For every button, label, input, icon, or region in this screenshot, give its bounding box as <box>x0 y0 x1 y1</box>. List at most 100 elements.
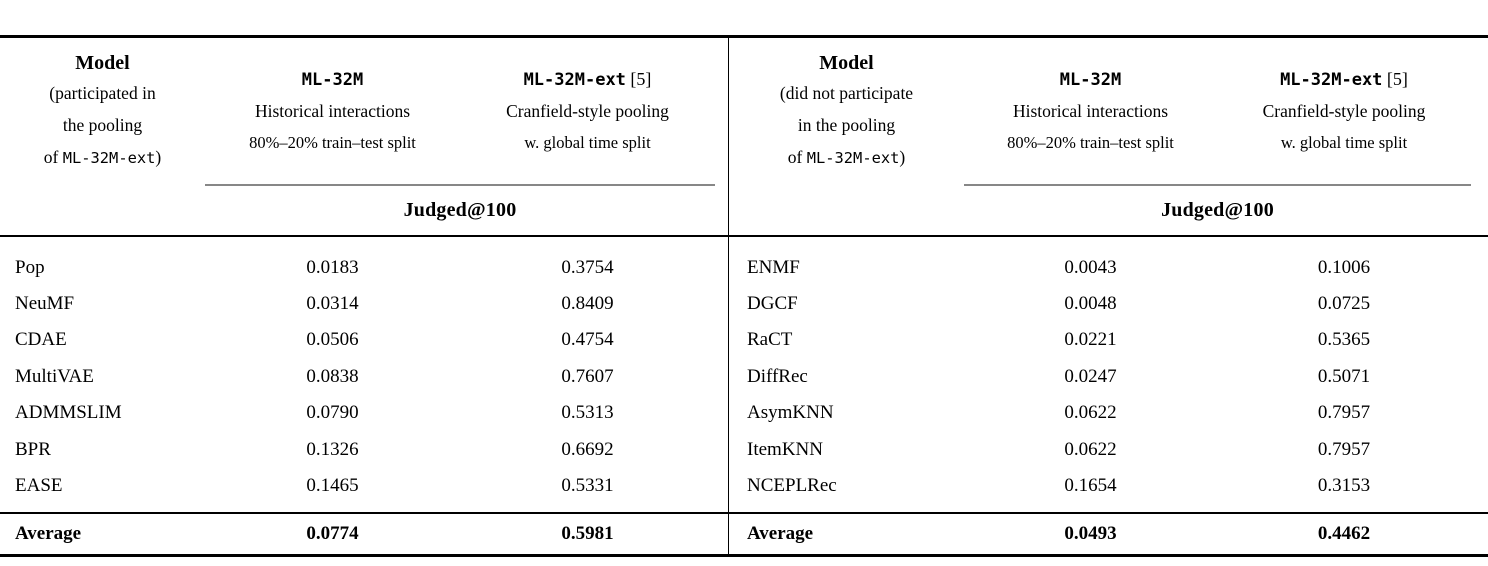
average-label: Average <box>15 523 82 545</box>
table-right-half: Model (did not participate in the poolin… <box>728 38 1488 555</box>
ml32m-value: 0.0221 <box>1064 329 1117 351</box>
left-model-column-header: Model (participated in the pooling of ML… <box>0 49 205 174</box>
ml32m-ext-value: 0.6692 <box>561 438 614 460</box>
ml32m-value: 0.1326 <box>306 438 359 460</box>
citation-ref: [5] <box>625 68 652 89</box>
model-name: BPR <box>15 438 51 460</box>
model-name: NCEPLRec <box>747 475 837 497</box>
ml32m-ext-value: 0.3153 <box>1317 475 1371 497</box>
citation-ref: [5] <box>1382 68 1408 89</box>
model-header-line3: of ML-32M-ext) <box>43 146 162 167</box>
table-row: RaCT 0.0221 0.5365 <box>729 322 1488 358</box>
left-metric-row: Judged@100 <box>0 186 728 235</box>
ml32m-value: 0.1654 <box>1064 475 1117 497</box>
model-name: DGCF <box>747 293 798 315</box>
model-name: NeuMF <box>15 293 75 315</box>
model-name: ItemKNN <box>747 438 823 460</box>
table-row: ADMMSLIM 0.0790 0.5313 <box>0 395 728 431</box>
dataset-name-inline: ML-32M-ext <box>62 148 156 167</box>
ml32m-ext-value: 0.5365 <box>1317 329 1371 351</box>
ml32m-ext-value: 0.5313 <box>561 402 614 424</box>
average-label: Average <box>747 523 814 545</box>
right-header-row: Model (did not participate in the poolin… <box>729 38 1488 184</box>
header-rule <box>729 235 1488 237</box>
model-header-line1: (participated in <box>49 82 156 103</box>
ml32m-ext-value: 0.1006 <box>1317 256 1371 278</box>
model-name: EASE <box>15 475 63 497</box>
dataset-desc-line1: Cranfield-style pooling <box>1262 100 1426 121</box>
dataset-name-inline: ML-32M-ext <box>806 148 900 167</box>
model-header-line3: of ML-32M-ext) <box>787 146 906 167</box>
ml32m-ext-value: 0.8409 <box>561 293 614 315</box>
left-body: Pop 0.0183 0.3754 NeuMF 0.0314 0.8409 CD… <box>0 237 728 513</box>
dataset-desc-line1: Historical interactions <box>1012 100 1169 121</box>
model-name: ENMF <box>747 256 800 278</box>
dataset-desc-line1: Historical interactions <box>254 100 411 121</box>
left-header-row: Model (participated in the pooling of ML… <box>0 38 728 184</box>
right-cmidrule-row <box>729 184 1488 186</box>
ml32m-value: 0.0790 <box>306 402 359 424</box>
dataset-name: ML-32M <box>301 69 364 90</box>
model-name: MultiVAE <box>15 365 94 387</box>
right-ml32m-column-header: ML-32M Historical interactions 80%–20% t… <box>964 64 1217 159</box>
right-model-column-header: Model (did not participate in the poolin… <box>729 49 964 174</box>
model-name: CDAE <box>15 329 67 351</box>
ml32m-ext-value: 0.5071 <box>1317 365 1371 387</box>
left-average-row: Average 0.0774 0.5981 <box>0 514 728 554</box>
right-ml32m-ext-column-header: ML-32M-ext [5] Cranfield-style pooling w… <box>1217 64 1471 159</box>
dataset-name: ML-32M <box>1059 69 1122 90</box>
table-row: MultiVAE 0.0838 0.7607 <box>0 359 728 395</box>
right-average-row: Average 0.0493 0.4462 <box>729 514 1488 554</box>
header-rule <box>0 235 728 237</box>
table-row: DGCF 0.0048 0.0725 <box>729 286 1488 322</box>
table-row: ItemKNN 0.0622 0.7957 <box>729 431 1488 467</box>
ml32m-ext-average-value: 0.4462 <box>1317 523 1371 545</box>
ml32m-average-value: 0.0774 <box>306 523 359 545</box>
right-metric-row: Judged@100 <box>729 186 1488 235</box>
ml32m-ext-value: 0.4754 <box>561 329 614 351</box>
ml32m-ext-value: 0.0725 <box>1317 293 1371 315</box>
left-ml32m-column-header: ML-32M Historical interactions 80%–20% t… <box>205 64 460 159</box>
dataset-desc-line2: w. global time split <box>524 132 651 152</box>
table-left-half: Model (participated in the pooling of ML… <box>0 38 728 554</box>
ml32m-value: 0.0506 <box>306 329 359 351</box>
right-body: ENMF 0.0043 0.1006 DGCF 0.0048 0.0725 Ra… <box>729 237 1488 513</box>
model-header-title: Model <box>819 51 874 74</box>
dataset-desc-line2: 80%–20% train–test split <box>249 132 416 152</box>
table-row: NeuMF 0.0314 0.8409 <box>0 286 728 322</box>
ml32m-ext-value: 0.7957 <box>1317 402 1371 424</box>
ml32m-value: 0.0048 <box>1064 293 1117 315</box>
results-table: Model (participated in the pooling of ML… <box>0 35 1488 558</box>
table-row: EASE 0.1465 0.5331 <box>0 468 728 504</box>
dataset-desc-line2: 80%–20% train–test split <box>1007 132 1174 152</box>
ml32m-value: 0.0043 <box>1064 256 1117 278</box>
model-name: AsymKNN <box>747 402 834 424</box>
table-row: DiffRec 0.0247 0.5071 <box>729 359 1488 395</box>
ml32m-value: 0.0622 <box>1064 438 1117 460</box>
ml32m-ext-value: 0.7607 <box>561 365 614 387</box>
table-row: AsymKNN 0.0622 0.7957 <box>729 395 1488 431</box>
average-rule <box>729 512 1488 515</box>
ml32m-value: 0.0622 <box>1064 402 1117 424</box>
model-name: DiffRec <box>747 365 808 387</box>
left-cmidrule-row <box>0 184 728 186</box>
left-ml32m-ext-column-header: ML-32M-ext [5] Cranfield-style pooling w… <box>460 64 715 159</box>
dataset-name: ML-32M-ext [5] <box>523 68 652 90</box>
average-rule <box>0 512 728 515</box>
model-header-title: Model <box>75 51 130 74</box>
cmidrule <box>964 184 1471 186</box>
dataset-desc-line1: Cranfield-style pooling <box>506 100 669 121</box>
metric-label: Judged@100 <box>403 199 517 221</box>
cmidrule <box>205 184 715 186</box>
ml32m-value: 0.0247 <box>1064 365 1117 387</box>
model-header-line2: the pooling <box>62 114 143 135</box>
table-row: CDAE 0.0506 0.4754 <box>0 322 728 358</box>
table-row: BPR 0.1326 0.6692 <box>0 431 728 467</box>
metric-label: Judged@100 <box>1161 199 1274 221</box>
ml32m-ext-value: 0.3754 <box>561 256 614 278</box>
model-name: RaCT <box>747 329 793 351</box>
model-header-line1: (did not participate <box>779 82 914 103</box>
table-row: Pop 0.0183 0.3754 <box>0 250 728 286</box>
ml32m-value: 0.0838 <box>306 365 359 387</box>
